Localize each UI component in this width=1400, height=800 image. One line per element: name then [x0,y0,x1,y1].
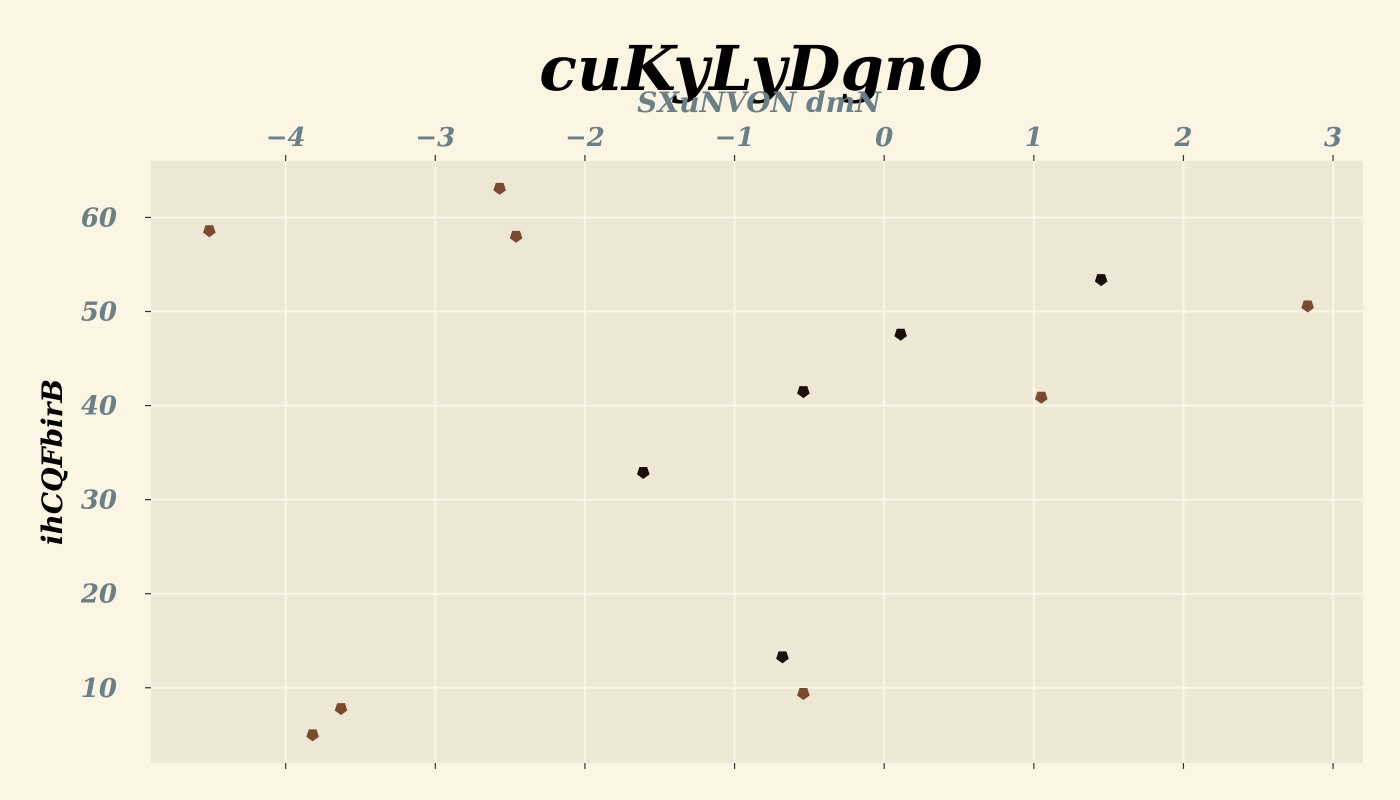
y-tick-label: 50 [81,298,117,328]
data-point [306,729,319,742]
x-tick-label: 3 [1324,123,1342,153]
data-point [1094,274,1108,287]
data-point [1301,300,1314,313]
plot-area [151,161,1363,763]
data-point [1035,391,1048,404]
x-tick-label: 1 [1025,123,1043,153]
y-tick-label: 30 [81,486,117,516]
data-point [203,225,216,238]
x-tick-label: 2 [1173,123,1192,153]
data-point [894,328,907,341]
x-tick-label: −3 [415,123,455,153]
data-points [203,182,1314,742]
data-point [797,386,810,399]
y-axis-label: ihCQFbirB [36,379,69,545]
x-axis-label: SXuNVON dmN [637,86,882,119]
x-tick-label: −4 [266,123,306,153]
data-point [493,182,506,195]
grid [151,161,1363,763]
data-point [509,230,523,243]
data-point [797,688,810,701]
x-tick-label: −1 [715,123,755,153]
chart-title: cuKyLyDgnO [539,32,983,105]
y-tick-label: 10 [81,674,117,704]
axis-ticks: −4 −3 −2 −1 0 1 2 3 10 20 30 40 50 60 [80,123,1342,769]
x-tick-label: −2 [565,123,605,153]
y-tick-label: 20 [80,580,117,610]
y-tick-label: 40 [81,392,117,422]
data-point [636,466,650,479]
data-point [334,703,348,716]
x-tick-label: 0 [875,123,893,153]
y-tick-label: 60 [81,203,117,233]
data-point [776,651,789,664]
